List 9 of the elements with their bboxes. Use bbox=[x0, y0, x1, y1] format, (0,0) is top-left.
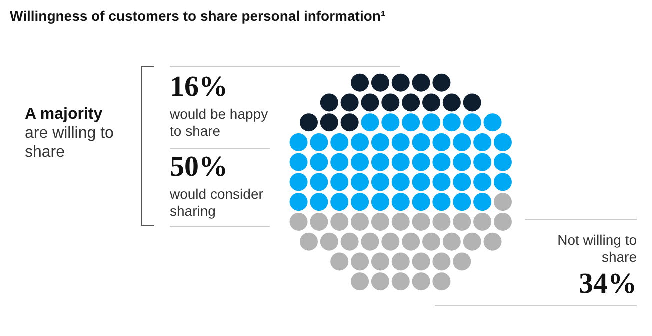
category-label: would consider sharing bbox=[170, 186, 264, 220]
text: are willing to share bbox=[25, 124, 115, 162]
category-label: would be happy to share bbox=[170, 106, 270, 140]
text: Willingness of customers to share personal information¹ bbox=[10, 8, 386, 24]
category-label: Not willing to share bbox=[557, 232, 637, 266]
data-label: 16% bbox=[170, 71, 228, 103]
data-label: 50% bbox=[170, 151, 228, 183]
text: A majority bbox=[25, 105, 104, 124]
data-label: 34% bbox=[579, 268, 637, 300]
